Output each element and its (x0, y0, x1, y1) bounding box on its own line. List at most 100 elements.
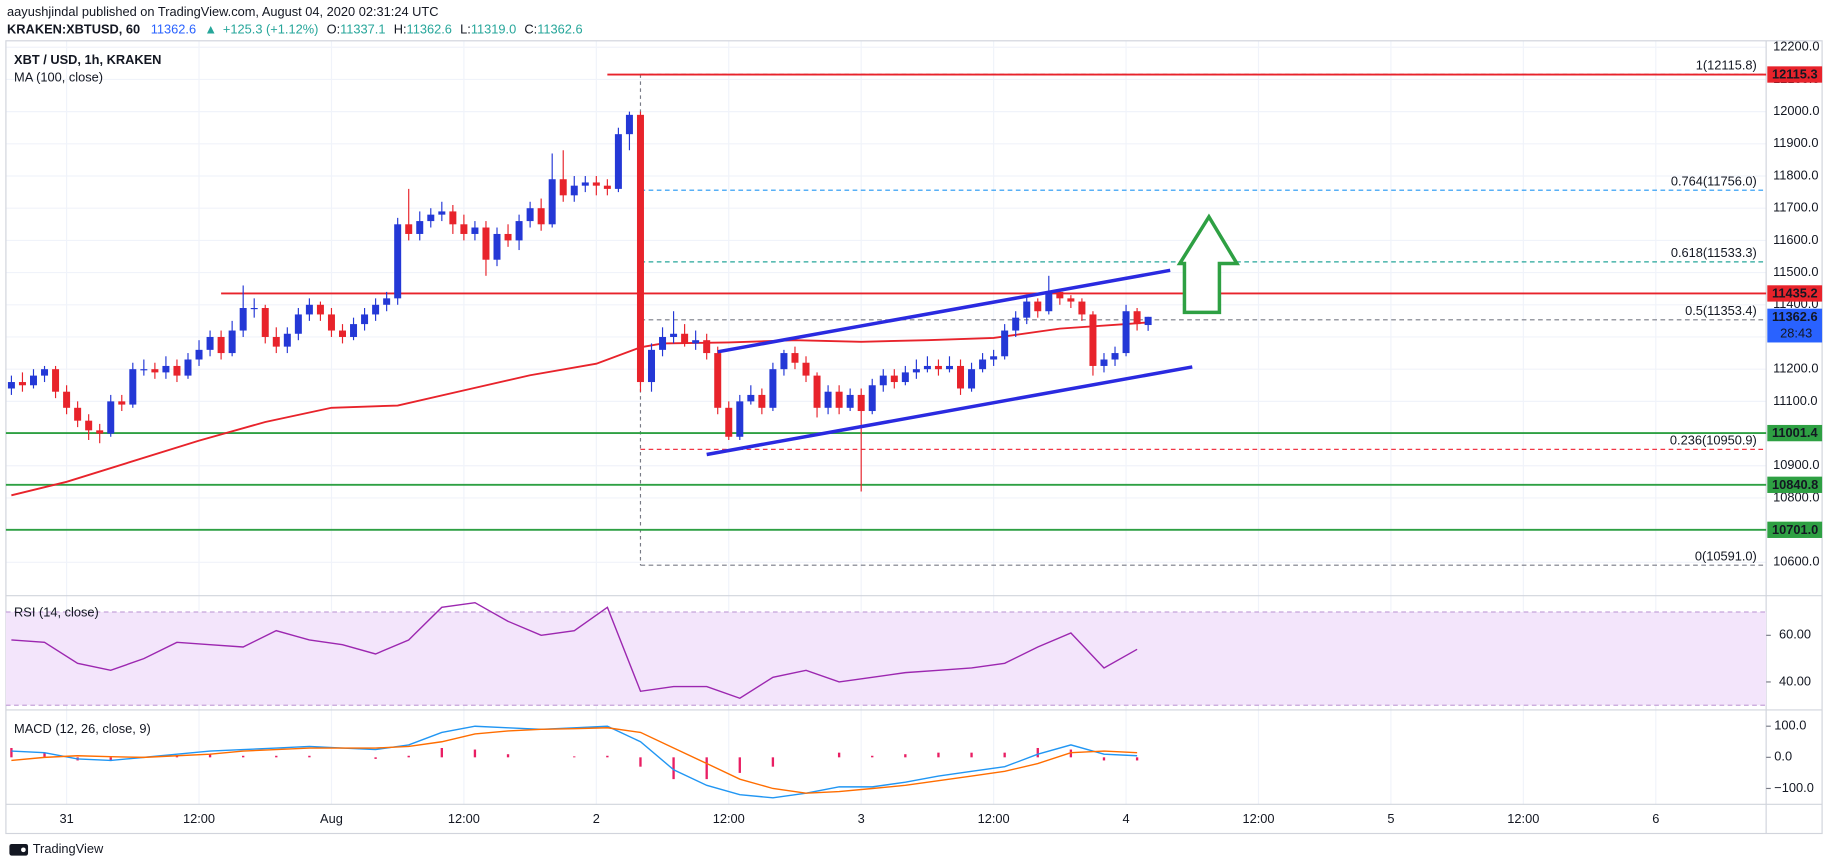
candle-body (692, 340, 700, 344)
candle-body (614, 134, 622, 189)
macd-histogram-bar (871, 755, 874, 758)
x-tick-label: 12:00 (1242, 811, 1274, 826)
candle-body (736, 401, 744, 437)
x-tick-label: 12:00 (1507, 811, 1539, 826)
y-tick-label: 10900.0 (1773, 457, 1819, 472)
x-tick-label: Aug (320, 811, 343, 826)
candle-body (151, 369, 159, 373)
trendline (717, 268, 1171, 354)
candle-body (957, 365, 965, 389)
candle-body (173, 365, 181, 376)
candle-body (1144, 316, 1152, 326)
macd-histogram-bar (738, 757, 741, 773)
candle-body (1012, 317, 1020, 331)
author-line: aayushjindal published on TradingView.co… (7, 4, 438, 19)
candle-body (901, 372, 909, 383)
candle-body (394, 224, 402, 299)
candle-body (96, 430, 104, 434)
candle-body (316, 304, 324, 315)
macd-histogram-bar (175, 755, 179, 758)
macd-tick-label: 0.0 (1774, 749, 1792, 764)
plot: 31 12:00 Aug 12:00 2 12:00 3 12:00 4 12:00 5 12:00 6… (5, 39, 1823, 826)
candle-body (1067, 298, 1075, 302)
footer-brand: TradingView (33, 841, 104, 856)
macd-histogram-bar (904, 754, 907, 758)
macd-histogram-bar (43, 752, 46, 758)
candle-body (890, 375, 898, 383)
candle-body (1089, 314, 1097, 366)
candle-body (515, 221, 523, 241)
candle-body (427, 214, 435, 222)
candle-body (703, 340, 711, 354)
candle-body (438, 211, 446, 215)
candle-body (879, 375, 887, 386)
candle-body (107, 401, 115, 434)
y-tick-label: 10800.0 (1773, 489, 1819, 504)
macd-histogram-bar (473, 749, 477, 758)
trendline (706, 365, 1193, 457)
candle-body (625, 114, 633, 135)
macd-histogram-bar (374, 757, 377, 759)
chart-title: XBT / USD, 1h, KRAKEN (14, 52, 161, 67)
macd-histogram-bar (771, 757, 775, 767)
candle-body (85, 420, 93, 431)
macd-histogram-bar (10, 747, 13, 758)
x-tick-label: 2 (593, 811, 600, 826)
y-tick-label: 10600.0 (1773, 554, 1819, 569)
macd-histogram-bar (308, 755, 311, 758)
x-tick-label: 12:00 (978, 811, 1010, 826)
candle-body (283, 333, 291, 347)
macd-histogram-bar (275, 755, 278, 758)
y-tick-label: 11100.0 (1773, 393, 1817, 408)
candle-body (1034, 301, 1042, 312)
candle-body (802, 362, 810, 376)
x-tick-label: 4 (1122, 811, 1129, 826)
x-tick-label: 12:00 (448, 811, 480, 826)
y-tick-label: 11900.0 (1773, 135, 1818, 150)
candle-body (548, 179, 556, 225)
level-badge-label: 10840.8 (1772, 477, 1818, 492)
ohlc-label: C: (524, 22, 537, 37)
level-badge (1767, 476, 1823, 493)
candle-body (603, 185, 611, 189)
candle-body (857, 394, 865, 412)
candle-body (195, 349, 203, 360)
candle-body (1001, 330, 1009, 357)
countdown-label: 28:43 (1780, 326, 1812, 341)
candle-body (923, 365, 931, 370)
candle-body (482, 227, 490, 260)
level-badge-label: 11001.4 (1772, 425, 1818, 440)
fib-label: 1(12115.8) (1696, 58, 1757, 73)
candle-body (7, 382, 15, 389)
rsi-label: RSI (14, close) (14, 605, 99, 620)
fib-label: 0(10591.0) (1695, 548, 1757, 563)
candle-body (1023, 301, 1031, 318)
macd-histogram-bar (506, 754, 510, 758)
ohlc-label: L: (460, 22, 471, 37)
change: +125.3 (+1.12%) (223, 22, 318, 37)
macd-histogram-bar (937, 752, 940, 758)
ohlc-value: 11337.1 (340, 22, 385, 37)
candle-body (791, 353, 799, 363)
level-badge-label: 12115.3 (1772, 66, 1818, 81)
candle-body (1100, 359, 1108, 366)
candle-body (769, 369, 777, 408)
candle-body (824, 391, 832, 408)
candle-body (250, 308, 258, 310)
macd-histogram-bar (208, 754, 212, 758)
candle-body (383, 298, 391, 305)
candle-body (41, 369, 49, 376)
y-tick-label: 12000.0 (1773, 103, 1819, 118)
y-tick-label: 11600.0 (1773, 232, 1818, 247)
macd-histogram-bar (606, 755, 609, 758)
candle-body (1056, 291, 1064, 299)
y-tick-label: 11700.0 (1773, 200, 1818, 215)
candle-body (449, 211, 457, 225)
candle-body (184, 359, 192, 376)
candle-body (934, 365, 942, 370)
candle-body (206, 336, 214, 350)
candle-body (747, 394, 755, 402)
x-tick-label: 31 (59, 811, 73, 826)
candle-body (559, 179, 567, 196)
macd-histogram-bar (672, 757, 675, 780)
